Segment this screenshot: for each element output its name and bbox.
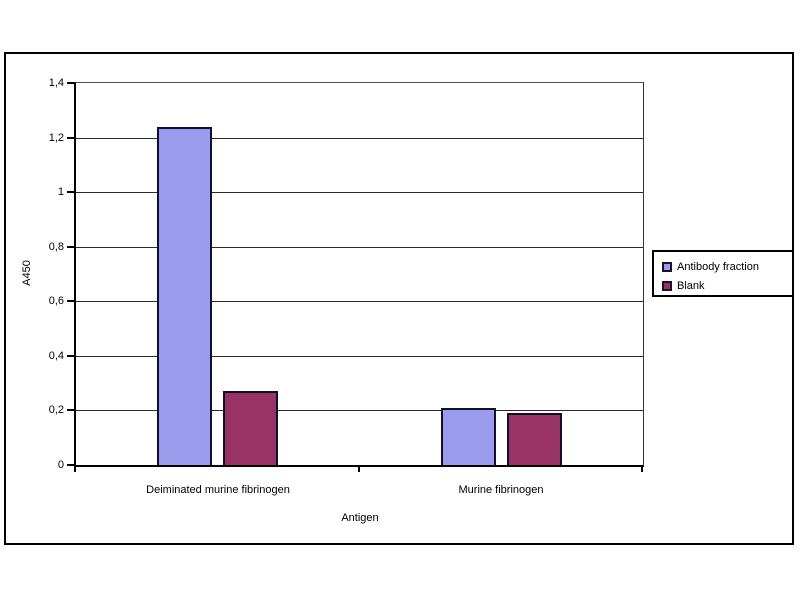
y-tick	[67, 246, 74, 248]
x-tick	[74, 467, 76, 472]
gridline	[76, 356, 643, 357]
gridline	[76, 247, 643, 248]
bar-antibody-fraction	[157, 127, 212, 465]
legend: Antibody fraction Blank	[652, 250, 794, 297]
y-tick-label: 0,6	[48, 295, 64, 307]
y-tick	[67, 191, 74, 193]
gridline	[76, 138, 643, 139]
x-axis-title: Antigen	[341, 512, 379, 524]
legend-entry: Blank	[662, 276, 788, 295]
y-tick-label: 1,2	[48, 132, 64, 144]
x-category-label: Deiminated murine fibrinogen	[146, 484, 290, 496]
y-tick-label: 1	[57, 186, 64, 198]
x-tick	[641, 467, 643, 472]
bar-antibody-fraction	[441, 408, 496, 465]
y-tick	[67, 300, 74, 302]
chart-frame: A450 0 0,2 0,4 0,6 0,8 1 1,2 1,4 Deiminated mur…	[4, 52, 794, 545]
bar-blank	[223, 391, 278, 465]
y-tick-label: 0	[57, 459, 64, 471]
x-tick	[358, 467, 360, 472]
y-tick	[67, 464, 74, 466]
gridline	[76, 192, 643, 193]
bar-blank	[507, 413, 562, 465]
y-tick	[67, 82, 74, 84]
y-tick-label: 0,4	[48, 350, 64, 362]
gridline	[76, 301, 643, 302]
y-tick	[67, 355, 74, 357]
legend-entry: Antibody fraction	[662, 257, 788, 276]
legend-swatch-icon	[662, 261, 672, 272]
y-tick-label: 1,4	[48, 77, 64, 89]
legend-series-label: Blank	[677, 279, 705, 292]
y-tick-label: 0,2	[48, 404, 64, 416]
x-category-label: Murine fibrinogen	[458, 484, 544, 496]
y-tick	[67, 137, 74, 139]
y-tick	[67, 409, 74, 411]
plot-area	[74, 82, 644, 467]
legend-swatch-icon	[662, 280, 672, 291]
y-tick-label: 0,8	[48, 241, 64, 253]
gridline	[76, 410, 643, 411]
y-axis-title: A450	[21, 260, 33, 286]
legend-series-label: Antibody fraction	[677, 260, 759, 273]
